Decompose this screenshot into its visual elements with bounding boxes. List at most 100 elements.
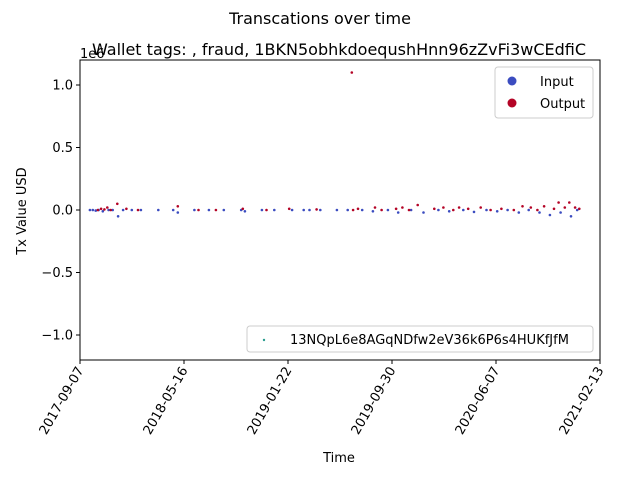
y-tick-label: −1.0	[41, 329, 73, 344]
output-point	[241, 207, 245, 211]
output-point	[401, 206, 404, 209]
output-point	[452, 208, 455, 212]
output-point	[214, 208, 218, 212]
output-point	[466, 207, 470, 211]
output-point	[197, 208, 200, 212]
input-point	[88, 208, 92, 212]
output-point	[287, 207, 291, 211]
input-point	[422, 211, 425, 214]
input-point	[346, 208, 350, 212]
legend-input-label: Input	[540, 75, 574, 90]
input-point	[437, 208, 440, 212]
output-point	[350, 71, 354, 74]
input-point	[462, 208, 465, 212]
plot-frame	[79, 59, 601, 361]
chart-title: Wallet tags: , fraud, 1BKN5obhkdoequshHn…	[92, 40, 586, 59]
output-point	[578, 207, 581, 211]
input-point	[308, 208, 311, 212]
output-point	[116, 202, 119, 206]
input-point	[243, 210, 247, 213]
legend-input-output: Input Output	[494, 66, 594, 119]
legend-wallet-label: 13NQpL6e8AGqNDfw2eV36k6P6s4HUKfJfM	[290, 333, 569, 348]
legend-wallet-marker	[262, 338, 266, 342]
input-point	[130, 208, 134, 212]
legend-input-marker	[507, 76, 517, 86]
input-point	[273, 208, 276, 212]
input-point	[386, 208, 390, 212]
input-point	[302, 208, 306, 212]
output-point	[433, 207, 436, 211]
y-offset-label: 1e6	[80, 47, 105, 62]
output-point	[563, 206, 567, 209]
output-point	[265, 208, 268, 212]
input-point	[91, 208, 95, 212]
y-tick-label: −0.5	[41, 266, 73, 281]
points-layer	[88, 71, 581, 218]
input-point	[506, 208, 509, 212]
input-point	[94, 209, 97, 212]
input-point	[538, 211, 541, 214]
output-point	[103, 208, 106, 211]
input-point	[111, 208, 114, 212]
output-point	[573, 206, 577, 209]
output-point	[521, 205, 524, 208]
input-point	[290, 208, 294, 212]
output-point	[457, 206, 461, 209]
output-point	[407, 208, 411, 212]
output-point	[536, 208, 539, 212]
output-point	[136, 208, 140, 212]
input-point	[447, 210, 451, 213]
output-point	[380, 208, 383, 212]
output-point	[373, 206, 377, 209]
input-point	[139, 208, 143, 212]
y-tick-label: 0.5	[52, 141, 73, 156]
input-point	[121, 208, 125, 212]
output-point	[557, 201, 560, 204]
output-point	[125, 207, 128, 211]
output-point	[351, 208, 355, 212]
input-point	[260, 208, 264, 212]
output-point	[99, 207, 103, 211]
input-point	[157, 208, 160, 212]
input-point	[222, 208, 226, 212]
input-point	[335, 208, 339, 212]
x-tick-label: 2019-01-22	[245, 365, 296, 438]
output-point	[542, 205, 546, 208]
x-tick-label: 2021-02-13	[557, 365, 608, 438]
output-point	[106, 206, 109, 209]
output-point	[356, 207, 360, 211]
input-point	[207, 208, 211, 212]
input-point	[193, 208, 196, 212]
input-point	[517, 211, 521, 214]
x-tick-label: 2020-06-07	[453, 365, 504, 438]
input-point	[171, 208, 175, 212]
x-axis-label: Time	[322, 451, 355, 466]
output-point	[489, 208, 492, 212]
input-point	[116, 215, 120, 218]
input-point	[319, 208, 322, 212]
x-tick-label: 2017-09-07	[37, 365, 88, 438]
legend-output-marker	[507, 98, 517, 108]
input-point	[559, 211, 562, 214]
x-tick-label: 2018-05-16	[141, 365, 192, 438]
input-point	[107, 208, 110, 212]
chart-suptitle: Transcations over time	[228, 9, 411, 28]
output-point	[529, 206, 533, 209]
x-axis: 2017-09-07 2018-05-16 2019-01-22 2019-09-30…	[37, 360, 608, 438]
output-point	[479, 206, 483, 209]
y-tick-label: 1.0	[52, 79, 73, 94]
input-point	[527, 208, 530, 212]
output-point	[176, 205, 180, 208]
input-point	[396, 211, 400, 214]
output-point	[394, 207, 398, 211]
input-point	[472, 210, 476, 214]
input-point	[371, 210, 375, 213]
input-point	[176, 211, 180, 214]
output-point	[96, 208, 100, 212]
input-point	[569, 215, 573, 218]
input-point	[360, 208, 364, 212]
y-axis: −1.0 −0.5 0.0 0.5 1.0	[41, 79, 80, 344]
legend-box	[494, 66, 594, 119]
output-point	[552, 207, 556, 211]
